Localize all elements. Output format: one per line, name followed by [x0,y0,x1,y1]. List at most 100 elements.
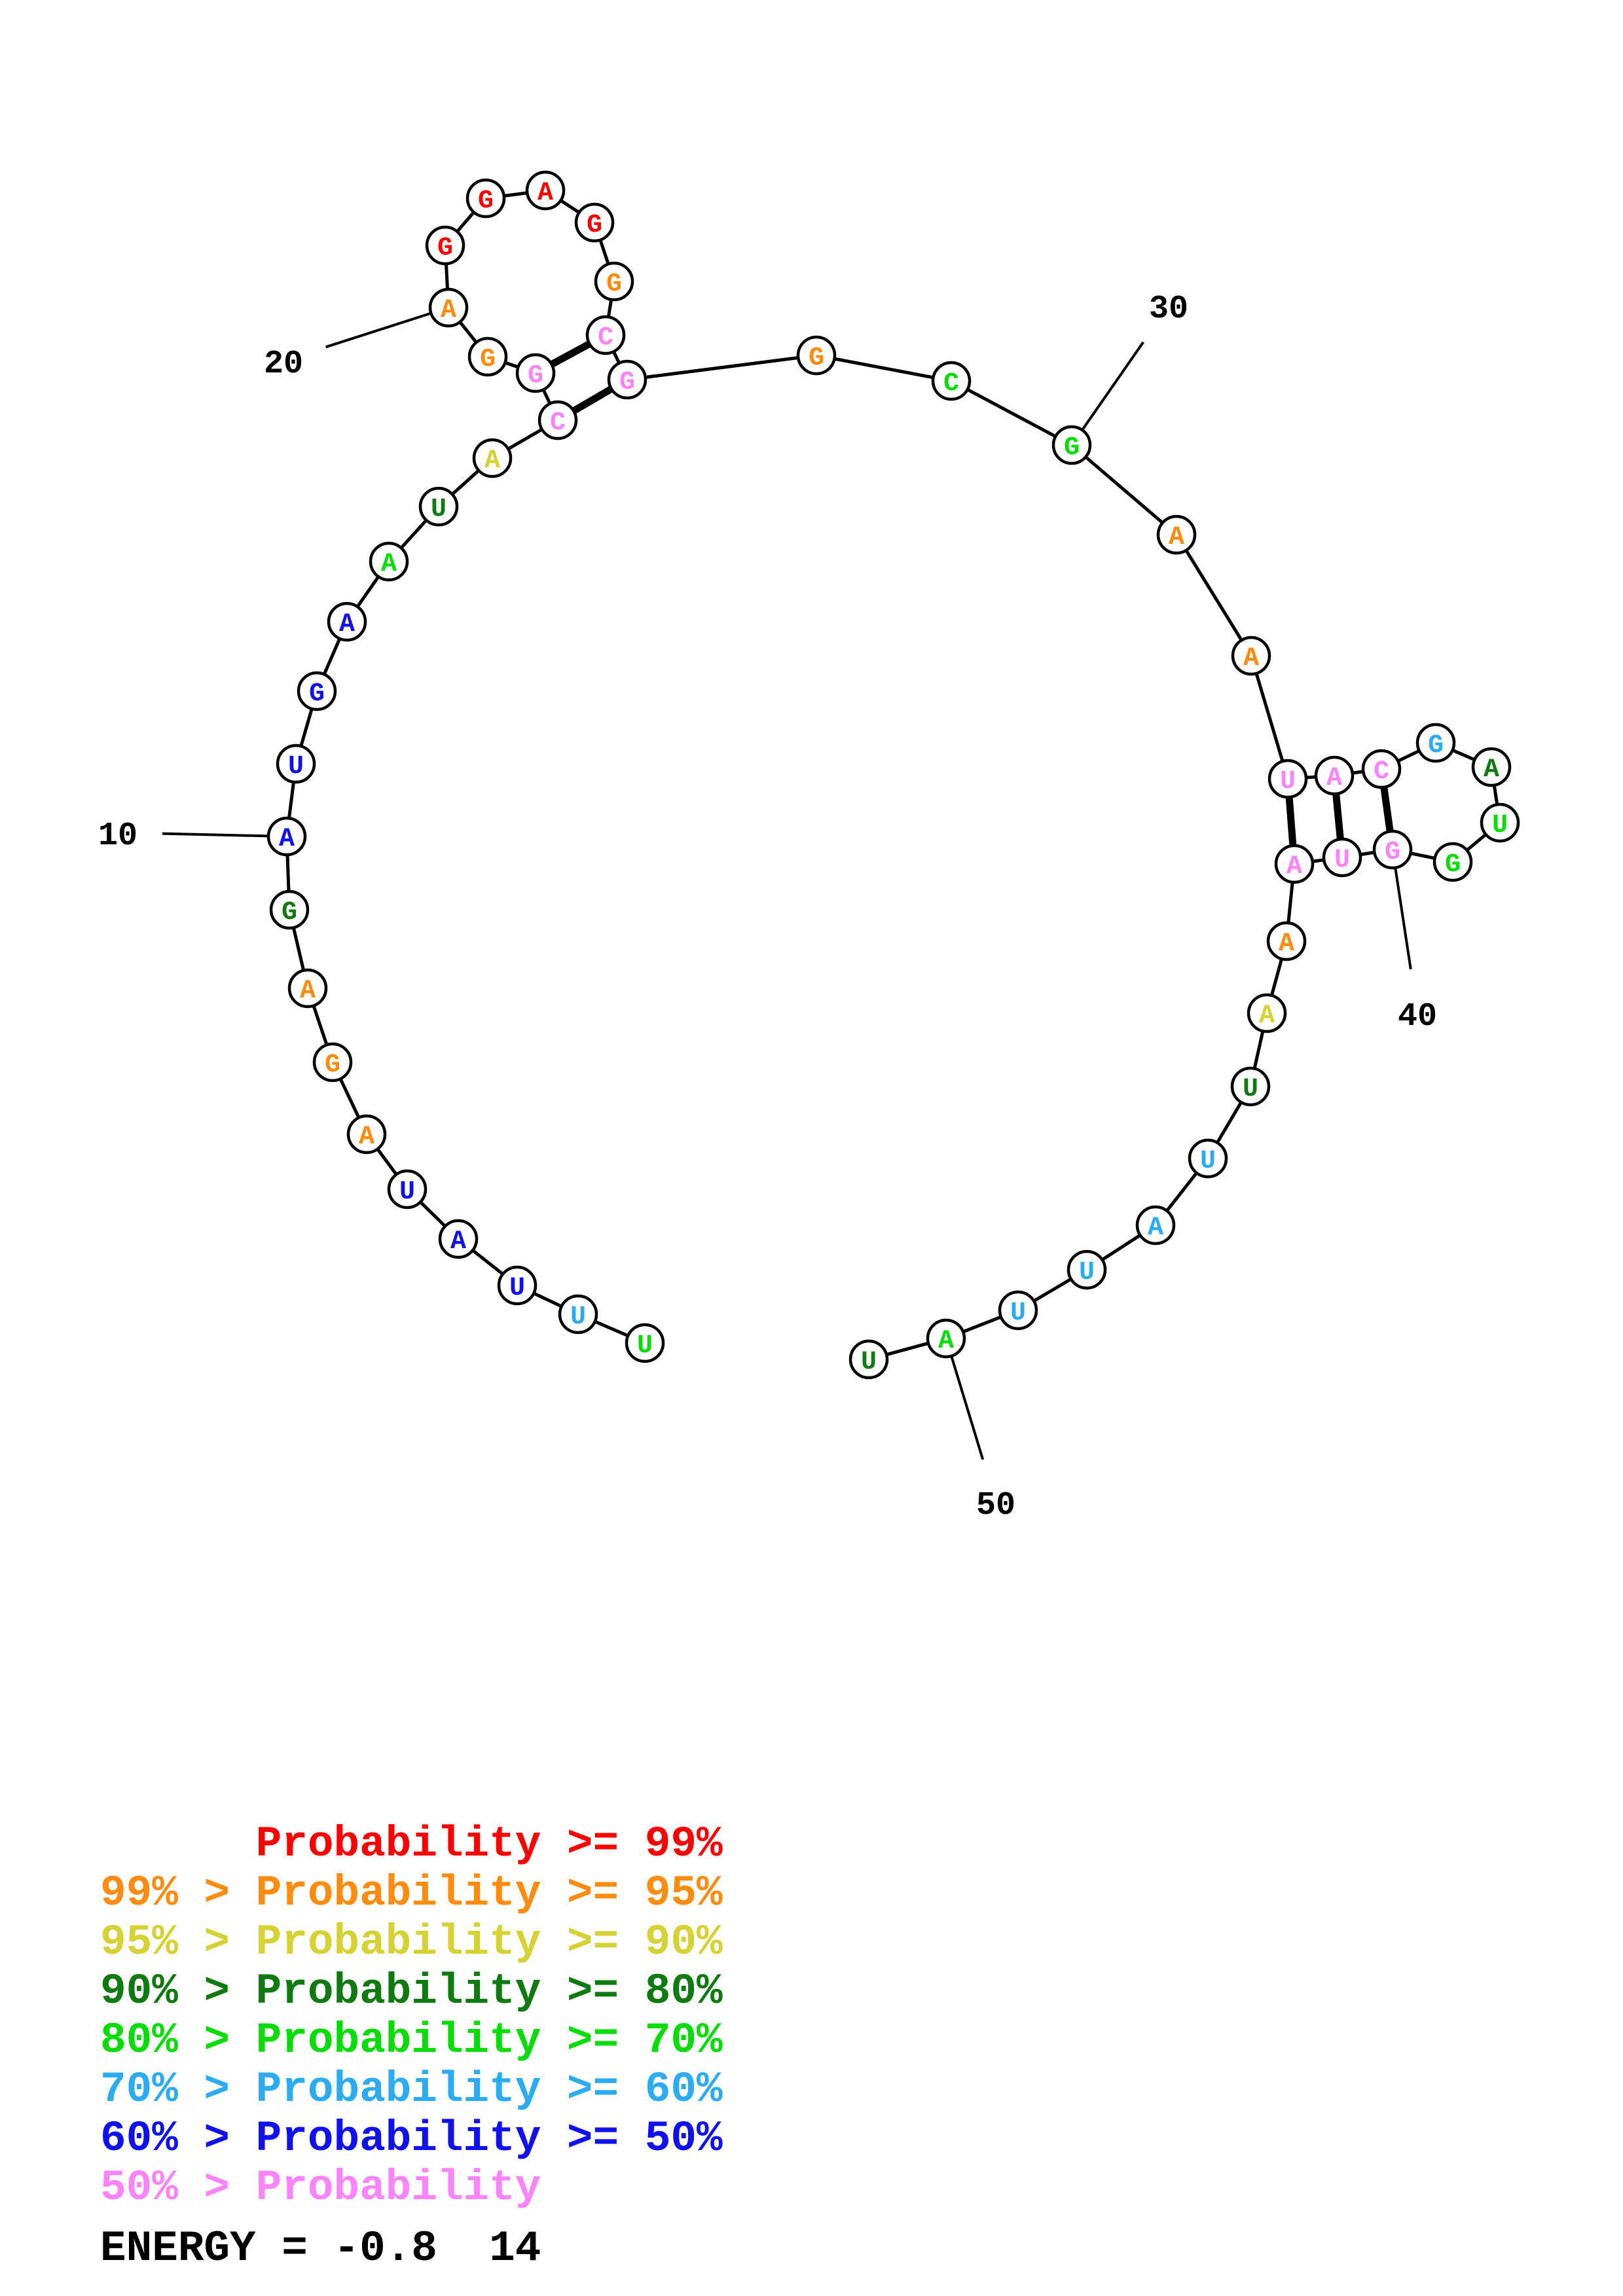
nucleotide-letter: U [288,752,304,781]
nucleotide-circle [1156,514,1197,555]
nucleotide-circle [1322,837,1362,878]
backbone-bond [816,353,952,383]
nucleotide-circle [585,315,626,355]
nucleotide-letter: C [943,369,959,399]
nucleotide-letter: G [478,187,494,216]
nucleotide-letter: U [1492,811,1508,840]
nucleotide-letter: G [1445,850,1461,880]
backbone-bond [627,353,817,382]
nucleotide-letter: G [1428,731,1444,761]
position-label-line [1391,849,1412,970]
legend-row: 80% > Probability >= 70% [100,2016,723,2065]
position-label: 40 [1398,998,1437,1035]
position-label-line [945,1338,985,1460]
nucleotide-circle [297,671,337,711]
nucleotide-letter: U [861,1348,877,1377]
nucleotide-letter: U [1200,1147,1216,1176]
nucleotide-letter: A [1243,644,1259,673]
nucleotide-circle [1266,921,1307,961]
position-label-line [162,832,287,838]
nucleotide-letter: G [528,361,543,391]
backbone-bond [1175,533,1253,657]
nucleotide-letter: A [1286,852,1302,882]
nucleotide-letter: U [570,1302,586,1332]
nucleotide-letter: G [1385,838,1400,867]
nucleotide-letter: G [619,368,635,397]
nucleotide-letter: A [279,825,295,854]
position-label-line [1070,341,1144,446]
nucleotide-circle [438,1219,479,1259]
nucleotide-letter: U [509,1274,525,1303]
nucleotide-circle [848,1339,889,1380]
nucleotide-circle [467,336,508,377]
nucleotide-letter: A [441,296,456,325]
legend-row: Probability >= 99% [100,1820,723,1869]
nucleotide-circle [1432,842,1473,882]
nucleotide-letter: A [538,179,553,208]
nucleotide-letter: A [1484,755,1499,785]
nucleotide-letter: U [399,1177,415,1207]
probability-legend: Probability >= 99% 99% > Probability >= 9… [100,1820,723,2212]
nucleotide-circle [607,359,647,400]
nucleotide-circle [287,968,328,1009]
nucleotide-circle [1361,749,1402,789]
nucleotide-letter: G [809,344,824,373]
nucleotide-circle [1231,636,1271,676]
nucleotide-letter: A [300,977,316,1006]
nucleotide-circle [346,1114,387,1155]
backbone-bond [950,379,1073,447]
nucleotide-circle [574,202,615,243]
nucleotide-letter: A [1259,1001,1275,1031]
nucleotide-circle [558,1294,598,1335]
nucleotide-circle [931,361,972,401]
nucleotide-letter: C [1374,757,1389,787]
nucleotide-circle [1247,993,1287,1033]
nucleotide-circle [276,744,316,784]
nucleotide-letter: U [1079,1258,1095,1287]
nucleotide-circle [418,486,459,527]
backbone-bond [1070,444,1178,536]
nucleotide-letter: A [339,610,355,639]
nucleotide-circle [1415,723,1456,763]
legend-row: 90% > Probability >= 80% [100,1967,723,2016]
nucleotide-letter: G [480,345,496,374]
nucleotide-letter: A [1326,764,1342,793]
nucleotide-letter: A [1169,523,1184,552]
nucleotide-circle [998,1290,1038,1331]
legend-row: 60% > Probability >= 50% [100,2114,723,2163]
nucleotide-circle [312,1042,353,1083]
nucleotide-letter: A [484,446,500,476]
nucleotide-letter: U [1334,846,1350,875]
nucleotide-circle [1314,755,1355,796]
nucleotide-circle [472,438,513,478]
nucleotide-circle [428,287,469,328]
nucleotide-circle [1274,844,1315,884]
nucleotide-letter: A [1148,1213,1163,1243]
nucleotide-letter: A [938,1327,954,1356]
nucleotide-letter: G [587,211,602,240]
nucleotide-letter: G [606,270,622,299]
nucleotide-circle [1188,1138,1228,1179]
nucleotide-letter: U [431,495,447,524]
nucleotide-letter: U [1010,1299,1026,1328]
nucleotide-circle [625,1323,665,1363]
position-label: 50 [976,1487,1015,1524]
nucleotide-circle [266,816,307,857]
nucleotide-circle [1480,802,1520,843]
backbone-bond [1249,655,1290,780]
legend-row: 70% > Probability >= 60% [100,2065,723,2114]
energy-label: ENERGY = -0.8 14 [100,2224,541,2273]
nucleotide-circle [1267,759,1308,799]
nucleotide-letter: U [1243,1075,1258,1104]
nucleotide-circle [327,601,367,642]
legend-row: 99% > Probability >= 95% [100,1869,723,1918]
nucleotide-circle [525,170,566,211]
nucleotide-circle [594,261,634,302]
nucleotide-circle [538,400,578,440]
legend-row: 50% > Probability [100,2163,541,2212]
nucleotide-letter: G [1064,433,1080,463]
nucleotide-circle [425,225,465,266]
nucleotide-letter: G [325,1050,340,1080]
position-label: 30 [1149,291,1188,328]
nucleotide-circle [1471,747,1512,787]
